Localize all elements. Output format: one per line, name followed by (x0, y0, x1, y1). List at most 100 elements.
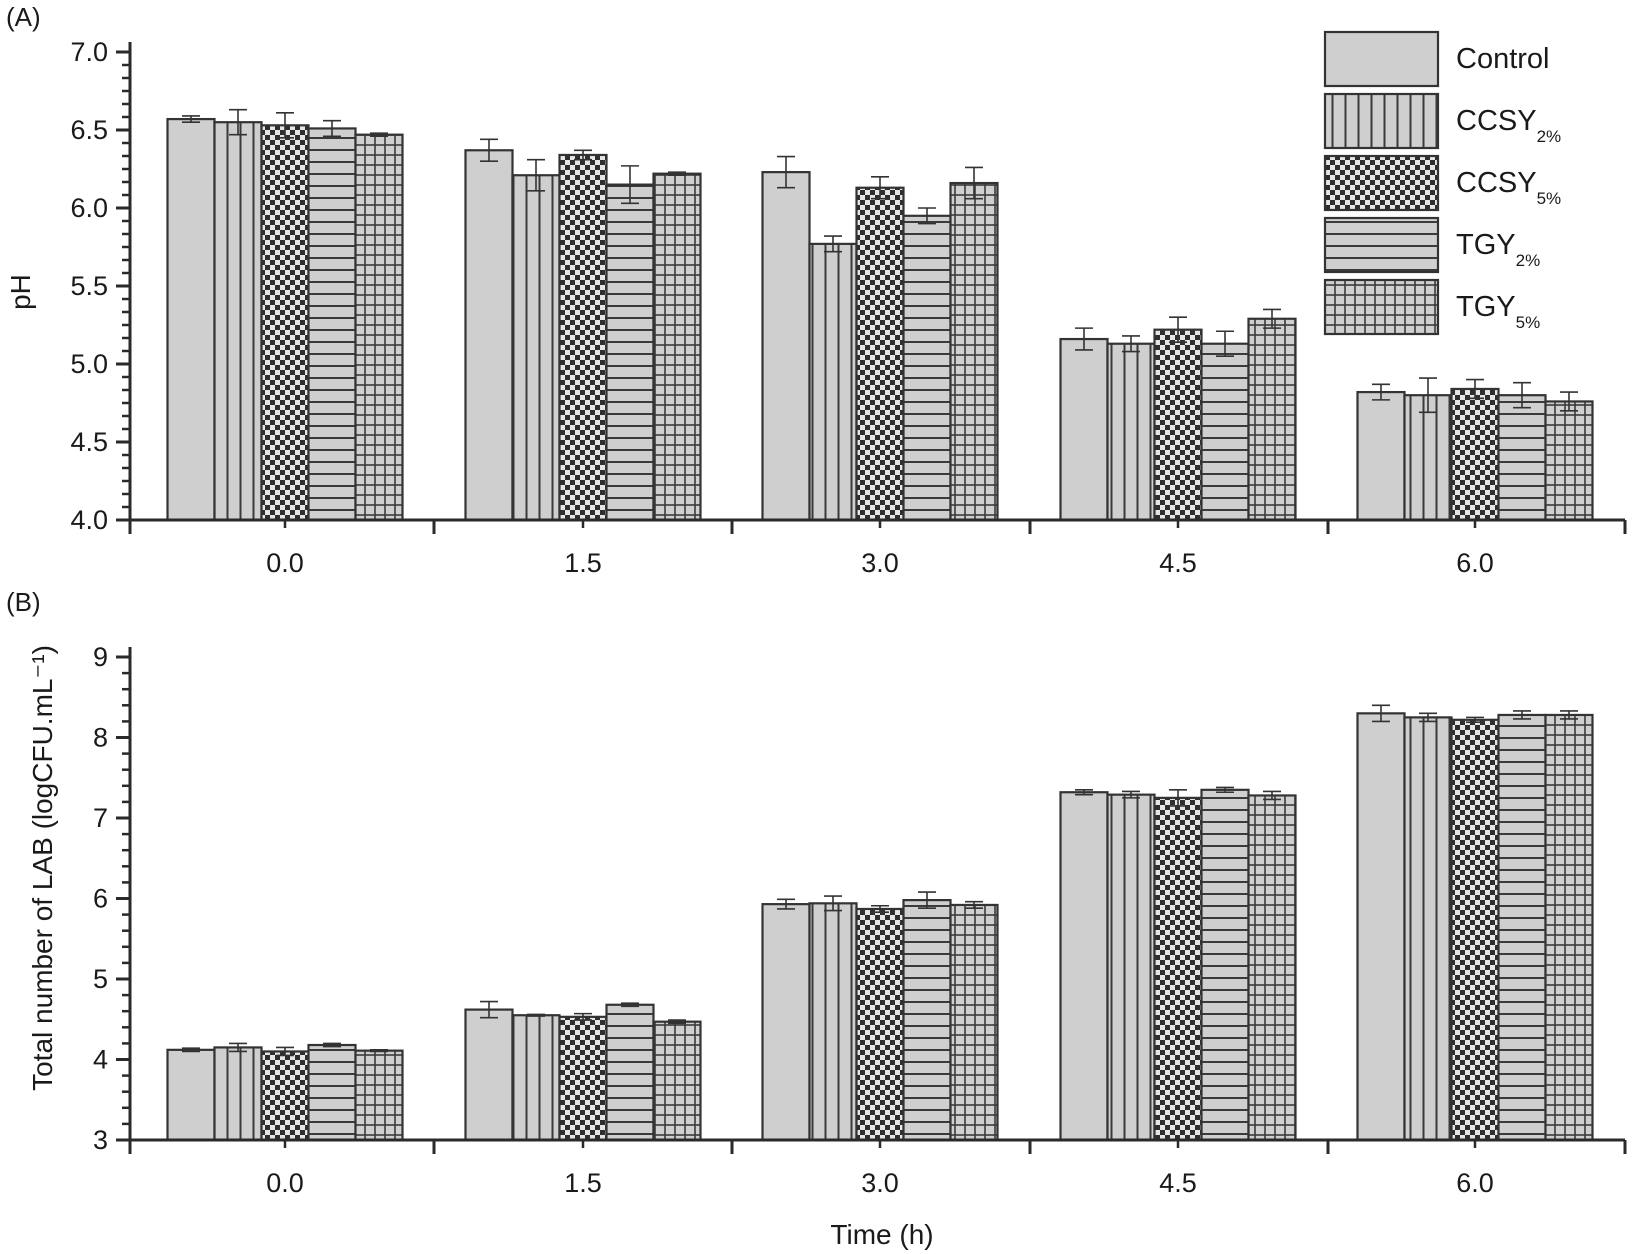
legend-label-control: Control (1456, 43, 1550, 75)
error-bar-a-ccsy-5-t4 (1466, 378, 1484, 400)
legend-item-tgy-5: TGY5% (1323, 278, 1540, 336)
bar-a-ccsy-2-t2 (808, 242, 858, 522)
error-bar-a-tgy-2-t1 (621, 165, 639, 205)
error-bar-b-ccsy-2-t1 (527, 1013, 545, 1017)
error-bar-b-tgy-2-t1 (621, 1002, 639, 1008)
panel-a-y-tick-label: 5.5 (70, 271, 108, 301)
error-bar-b-ccsy-5-t2 (871, 904, 889, 913)
error-bar-a-control-t1 (480, 138, 498, 162)
legend-swatch-ccsy-5 (1323, 154, 1440, 212)
error-bar-a-tgy-2-t3 (1216, 330, 1234, 358)
bar-a-ccsy-5-t2 (855, 186, 905, 522)
error-bar-b-tgy-2-t0 (323, 1042, 341, 1048)
chart-panel-b: (B) 3 4 5 6 7 8 9 0.0 1.5 3.0 4.5 6.0 Total number … (6, 587, 1627, 1250)
bar-b-ccsy-2-t3 (1106, 793, 1156, 1142)
legend-item-tgy-2: TGY2% (1323, 216, 1540, 274)
error-bar-b-ccsy-2-t0 (229, 1042, 247, 1053)
panel-b-x-tick-label: 6.0 (1456, 1168, 1494, 1198)
bar-a-tgy-2-t1 (605, 183, 655, 522)
error-bar-a-control-t2 (777, 155, 795, 189)
error-bar-a-tgy-5-t1 (668, 171, 686, 177)
bar-b-control-t1 (464, 1008, 514, 1142)
bar-b-tgy-2-t2 (902, 899, 952, 1142)
panel-a-y-tick-label: 6.5 (70, 115, 108, 145)
bar-b-control-t4 (1356, 712, 1406, 1142)
panel-b-x-axis-title: Time (h) (830, 1219, 933, 1250)
error-bar-b-ccsy-5-t3 (1169, 789, 1187, 807)
error-bar-b-control-t1 (480, 1000, 498, 1019)
panel-b-y-tick-label: 9 (93, 642, 108, 672)
bar-a-tgy-5-t3 (1247, 317, 1297, 522)
bar-a-ccsy-5-t0 (260, 124, 310, 522)
bar-a-ccsy-5-t3 (1153, 328, 1203, 522)
panel-b-bars (166, 704, 1594, 1142)
error-bar-a-ccsy-5-t3 (1169, 316, 1187, 343)
legend-label-ccsy-2: CCSY2% (1456, 105, 1561, 146)
error-bar-a-tgy-5-t2 (965, 166, 983, 200)
panel-a-x-tick-label: 3.0 (861, 548, 899, 578)
bar-b-tgy-2-t1 (605, 1003, 655, 1142)
error-bar-b-ccsy-2-t2 (824, 895, 842, 912)
legend-item-ccsy-5: CCSY5% (1323, 154, 1561, 212)
bar-a-tgy-2-t0 (307, 127, 357, 522)
error-bar-a-tgy-5-t3 (1263, 308, 1281, 329)
error-bar-b-tgy-5-t0 (370, 1049, 388, 1053)
chart-panel-a: (A) 4.0 4.5 5.0 5.5 6.0 6.5 7.0 0.0 1.5 3.0 4.5 6.0… (5, 2, 1627, 578)
bar-b-tgy-5-t2 (949, 903, 999, 1142)
bar-a-ccsy-5-t1 (558, 153, 608, 522)
panel-b-x-tick-label: 1.5 (564, 1168, 602, 1198)
bar-a-tgy-2-t4 (1497, 394, 1547, 522)
bar-a-tgy-2-t2 (902, 214, 952, 522)
bar-b-ccsy-2-t2 (808, 902, 858, 1142)
bar-a-tgy-2-t3 (1200, 342, 1250, 522)
error-bar-a-control-t4 (1372, 383, 1390, 401)
error-bar-b-control-t0 (182, 1047, 200, 1053)
bar-b-tgy-5-t3 (1247, 794, 1297, 1142)
legend-swatch-tgy-5 (1323, 278, 1440, 336)
error-bar-a-ccsy-5-t1 (574, 149, 592, 161)
bar-b-control-t0 (166, 1048, 216, 1142)
panel-b-y-tick-label: 3 (93, 1125, 108, 1155)
legend-swatch-tgy-2 (1323, 216, 1440, 274)
bar-a-tgy-5-t1 (652, 172, 702, 522)
error-bar-b-ccsy-5-t4 (1466, 716, 1484, 724)
bar-a-control-t0 (166, 117, 216, 522)
bar-b-tgy-5-t0 (354, 1049, 404, 1142)
panel-a-x-tick-label: 6.0 (1456, 548, 1494, 578)
error-bar-a-tgy-2-t4 (1513, 381, 1531, 409)
bar-a-control-t3 (1059, 337, 1109, 522)
bar-b-control-t3 (1059, 791, 1109, 1142)
error-bar-b-tgy-5-t2 (965, 900, 983, 909)
bar-b-ccsy-2-t0 (213, 1046, 263, 1142)
panel-a-bars (166, 108, 1594, 522)
panel-b-x-tick-label: 0.0 (266, 1168, 304, 1198)
panel-a-y-tick-label: 4.5 (70, 427, 108, 457)
error-bar-a-ccsy-2-t4 (1419, 377, 1437, 414)
panel-a-y-tick-label: 7.0 (70, 37, 108, 67)
bar-a-ccsy-2-t4 (1403, 394, 1453, 522)
bar-a-tgy-5-t0 (354, 133, 404, 522)
bar-b-tgy-5-t1 (652, 1020, 702, 1142)
panel-a-y-tick-label: 6.0 (70, 193, 108, 223)
error-bar-a-tgy-2-t0 (323, 119, 341, 138)
error-bar-b-ccsy-2-t4 (1419, 712, 1437, 723)
bar-a-ccsy-2-t1 (511, 174, 561, 522)
bar-b-ccsy-5-t3 (1153, 796, 1203, 1142)
error-bar-b-tgy-2-t3 (1216, 786, 1234, 794)
panel-a-x-tick-label: 0.0 (266, 548, 304, 578)
legend-swatch-control (1323, 30, 1440, 88)
bar-a-tgy-5-t2 (949, 181, 999, 522)
legend-item-control: Control (1323, 30, 1550, 88)
error-bar-b-ccsy-2-t3 (1122, 790, 1140, 799)
legend: Control CCSY2% CCSY5% TGY2% TGY5% (1323, 30, 1561, 336)
bar-a-control-t4 (1356, 390, 1406, 522)
panel-b-y-tick-label: 5 (93, 964, 108, 994)
panel-a-y-axis-title: pH (5, 274, 36, 310)
panel-a-label: (A) (6, 2, 41, 32)
panel-a-x-tick-label: 1.5 (564, 548, 602, 578)
panel-b-y-tick-label: 6 (93, 884, 108, 914)
panel-b-y-tick-label: 8 (93, 723, 108, 753)
legend-label-ccsy-5: CCSY5% (1456, 167, 1561, 208)
error-bar-b-control-t2 (777, 898, 795, 910)
error-bar-a-ccsy-2-t3 (1122, 335, 1140, 353)
